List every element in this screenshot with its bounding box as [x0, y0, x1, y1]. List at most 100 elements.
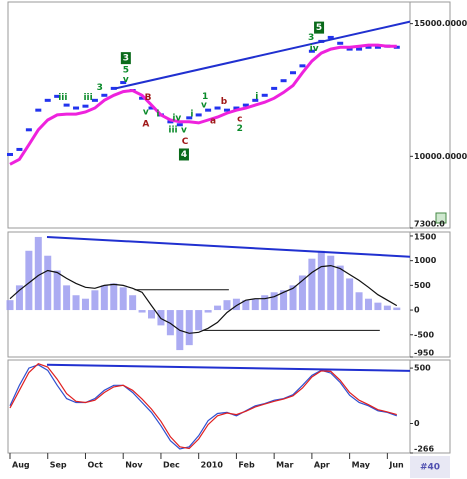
price-dot: [91, 98, 98, 102]
price-dot: [44, 98, 51, 102]
price-dot: [54, 94, 61, 98]
x-tick-label: 2010: [201, 461, 224, 470]
wave-label: 3: [97, 83, 103, 93]
x-tick-label: Mar: [276, 461, 293, 470]
histogram-bar: [185, 310, 193, 346]
price-dot: [271, 86, 278, 90]
corner-icon: [435, 212, 447, 224]
price-dot: [346, 47, 353, 51]
wave-label: v: [181, 125, 187, 135]
histogram-bar: [53, 270, 61, 311]
x-tick-label: Feb: [238, 461, 255, 470]
histogram-bar: [110, 283, 118, 311]
histogram-bar: [44, 255, 52, 311]
y-tick-label: 7300.0: [414, 220, 445, 229]
price-dot: [195, 113, 202, 117]
histogram-bar: [232, 298, 240, 311]
histogram-bar: [6, 300, 14, 311]
histogram-bar: [308, 258, 316, 311]
histogram-bar: [364, 298, 372, 311]
x-tick-label: Oct: [87, 461, 103, 470]
wave-label: 2: [237, 124, 243, 134]
price-dot: [63, 103, 70, 107]
wave-label: 1: [202, 92, 208, 102]
x-tick-label: Jun: [388, 461, 404, 470]
histogram-bar: [289, 285, 297, 311]
histogram-bar: [355, 292, 363, 311]
wave-label: A: [142, 119, 149, 129]
histogram-bar: [34, 236, 42, 311]
price-dot: [16, 147, 23, 151]
y-tick-label: 1500: [414, 233, 437, 242]
price-dot: [327, 35, 334, 39]
histogram-bar: [280, 290, 288, 311]
wave-label: c: [237, 114, 242, 124]
wave-label-box: [120, 52, 131, 65]
wave-label: 5: [123, 65, 129, 75]
histogram-bar: [148, 310, 156, 319]
price-dot: [139, 96, 146, 100]
price-dot: [167, 120, 174, 124]
wave-label: v: [201, 101, 207, 111]
x-tick-label: Nov: [125, 461, 143, 470]
histogram-bar: [242, 300, 250, 311]
price-dot: [356, 47, 363, 51]
wave-label: i: [255, 92, 258, 102]
price-dot: [101, 93, 108, 97]
wave-label-box: [314, 21, 325, 34]
wave-label: b: [221, 97, 228, 107]
histogram-bar: [166, 310, 174, 336]
wave-label: a: [210, 117, 216, 127]
wave-label: 3: [308, 33, 314, 43]
histogram-bar: [270, 292, 278, 311]
wave-label: B: [145, 93, 152, 103]
price-dot: [242, 103, 249, 107]
panel-frame: [7, 359, 451, 454]
histogram-bar: [129, 295, 137, 311]
histogram-bar: [72, 295, 80, 311]
price-dot: [337, 41, 344, 45]
histogram-bar: [251, 298, 259, 311]
x-tick-label: Dec: [163, 461, 180, 470]
histogram-bar: [393, 307, 401, 311]
histogram-bar: [25, 250, 33, 311]
wave-label: iv: [172, 114, 181, 124]
price-dot: [82, 104, 89, 108]
wave-label: v: [123, 75, 129, 85]
histogram-bar: [383, 305, 391, 311]
histogram-bar: [204, 310, 212, 313]
price-dot: [223, 108, 230, 112]
y-tick-label: -266: [414, 445, 434, 454]
histogram-bar: [346, 278, 354, 311]
histogram-bar: [317, 250, 325, 311]
price-dot: [73, 106, 80, 110]
price-dot: [148, 106, 155, 110]
x-tick-label: Aug: [12, 461, 30, 470]
x-tick-label: Sep: [50, 461, 67, 470]
wave-label: 5: [316, 23, 322, 33]
price-dot: [365, 45, 372, 49]
histogram-bar: [223, 300, 231, 311]
wave-label: iii: [168, 125, 177, 135]
histogram-bar: [63, 285, 71, 311]
series-line: [9, 363, 397, 450]
histogram-bar: [327, 255, 335, 311]
histogram-bar: [91, 290, 99, 311]
x-tick-label: Apr: [314, 461, 330, 470]
price-dot: [261, 93, 268, 97]
footer-label: #40: [420, 463, 440, 473]
wave-label: v: [143, 108, 149, 118]
price-dot: [35, 108, 42, 112]
y-tick-label: -950: [414, 349, 434, 358]
series-line: [9, 364, 398, 450]
price-dot: [214, 106, 221, 110]
histogram-bar: [261, 295, 269, 311]
histogram-bar: [138, 310, 146, 313]
histogram-bar: [214, 305, 222, 311]
price-dot: [110, 86, 117, 90]
price-dot: [120, 81, 127, 85]
y-tick-label: 15000.0000: [414, 19, 467, 28]
price-dot: [186, 116, 193, 120]
panel-frame: [7, 231, 451, 358]
